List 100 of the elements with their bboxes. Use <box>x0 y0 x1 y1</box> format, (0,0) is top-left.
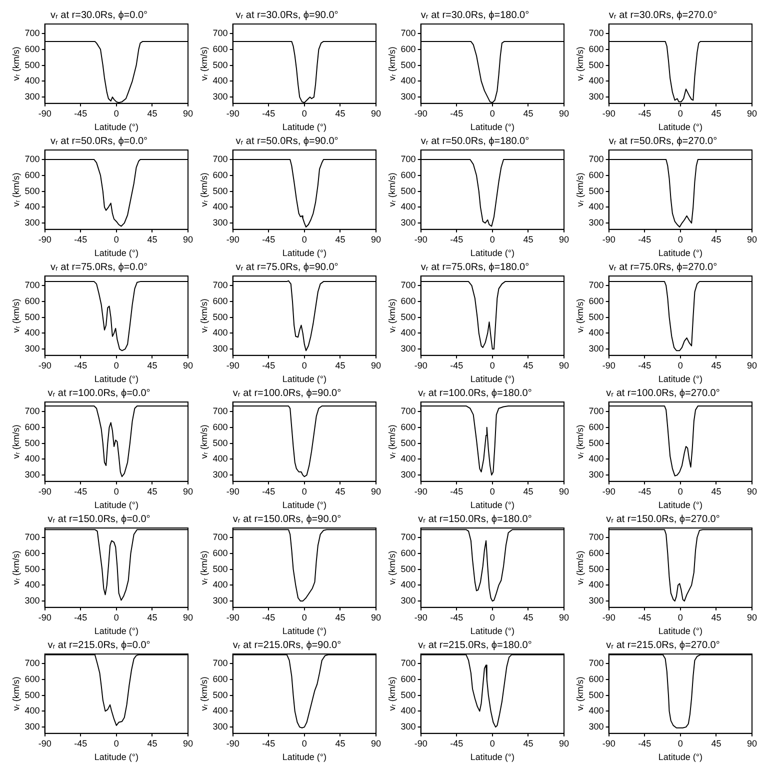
x-tick-label: -45 <box>262 486 276 496</box>
x-tick-label: -45 <box>74 486 88 496</box>
x-tick-label: 90 <box>182 360 194 370</box>
x-tick-label: 45 <box>523 234 534 244</box>
y-tick-label: 400 <box>212 202 228 212</box>
y-tick-label: 600 <box>212 422 228 432</box>
y-tick-label: 600 <box>588 422 604 432</box>
x-tick-label: 0 <box>490 234 495 244</box>
x-tick-label: 45 <box>523 612 534 622</box>
y-tick-label: 300 <box>24 92 40 102</box>
x-tick-label: 0 <box>490 738 495 748</box>
x-tick-label: 90 <box>182 108 194 118</box>
y-axis-title: vᵣ (km/s) <box>198 172 209 207</box>
y-tick-label: 700 <box>24 280 40 290</box>
x-tick-label: -90 <box>602 738 616 748</box>
x-tick-label: -90 <box>38 108 52 118</box>
x-tick-label: 0 <box>302 612 307 622</box>
y-tick-label: 300 <box>212 218 228 228</box>
y-axis-title: vᵣ (km/s) <box>574 550 585 585</box>
y-tick-label: 600 <box>588 674 604 684</box>
x-tick-label: 0 <box>678 738 683 748</box>
x-tick-label: 90 <box>558 360 570 370</box>
y-tick-label: 400 <box>212 454 228 464</box>
x-tick-label: -45 <box>450 108 464 118</box>
y-tick-label: 400 <box>400 706 416 716</box>
x-axis-title: Latitude (°) <box>282 248 326 258</box>
x-tick-label: -90 <box>38 612 52 622</box>
x-tick-label: -45 <box>262 612 276 622</box>
chart-title: vᵣ at r=150.0Rs, ϕ=90.0° <box>232 514 342 525</box>
y-tick-label: 700 <box>212 406 228 416</box>
y-tick-label: 600 <box>24 296 40 306</box>
y-tick-label: 500 <box>588 312 604 322</box>
y-tick-label: 300 <box>212 92 228 102</box>
x-tick-label: 0 <box>678 486 683 496</box>
y-tick-label: 600 <box>400 296 416 306</box>
y-tick-label: 500 <box>588 60 604 70</box>
y-tick-label: 400 <box>24 76 40 86</box>
y-axis-title: vᵣ (km/s) <box>198 298 209 333</box>
chart-title: vᵣ at r=75.0Rs, ϕ=0.0° <box>50 262 148 273</box>
x-tick-label: 90 <box>746 486 758 496</box>
x-tick-label: -45 <box>262 234 276 244</box>
chart-title: vᵣ at r=50.0Rs, ϕ=180.0° <box>420 136 530 147</box>
x-tick-label: -90 <box>226 738 240 748</box>
chart-title: vᵣ at r=100.0Rs, ϕ=180.0° <box>418 388 532 399</box>
y-tick-label: 700 <box>400 406 416 416</box>
y-tick-label: 600 <box>24 674 40 684</box>
y-tick-label: 500 <box>24 438 40 448</box>
x-tick-label: 0 <box>302 738 307 748</box>
y-tick-label: 500 <box>24 186 40 196</box>
x-tick-label: -45 <box>638 486 652 496</box>
x-axis-title: Latitude (°) <box>94 500 138 510</box>
y-tick-label: 500 <box>212 60 228 70</box>
y-tick-label: 300 <box>24 596 40 606</box>
y-tick-label: 600 <box>400 548 416 558</box>
y-tick-label: 500 <box>24 312 40 322</box>
y-tick-label: 400 <box>588 454 604 464</box>
y-tick-label: 500 <box>400 186 416 196</box>
x-tick-label: 45 <box>711 108 722 118</box>
x-tick-label: -45 <box>262 738 276 748</box>
x-tick-label: -45 <box>638 108 652 118</box>
y-tick-label: 700 <box>24 658 40 668</box>
x-axis-title: Latitude (°) <box>282 626 326 636</box>
x-tick-label: 0 <box>490 612 495 622</box>
chart-title: vᵣ at r=30.0Rs, ϕ=180.0° <box>420 10 530 21</box>
y-tick-label: 300 <box>588 92 604 102</box>
chart-title: vᵣ at r=30.0Rs, ϕ=0.0° <box>50 10 148 21</box>
y-tick-label: 600 <box>24 422 40 432</box>
y-tick-label: 600 <box>24 548 40 558</box>
y-tick-label: 500 <box>400 438 416 448</box>
x-tick-label: 45 <box>335 486 346 496</box>
y-axis-title: vᵣ (km/s) <box>10 550 21 585</box>
x-tick-label: 45 <box>335 108 346 118</box>
x-tick-label: 90 <box>370 360 382 370</box>
x-tick-label: -90 <box>38 360 52 370</box>
x-axis-title: Latitude (°) <box>94 122 138 132</box>
y-tick-label: 300 <box>400 344 416 354</box>
x-tick-label: 45 <box>335 360 346 370</box>
chart-title: vᵣ at r=215.0Rs, ϕ=90.0° <box>232 640 342 651</box>
chart-title: vᵣ at r=50.0Rs, ϕ=0.0° <box>50 136 148 147</box>
y-tick-label: 500 <box>212 312 228 322</box>
x-axis-title: Latitude (°) <box>94 626 138 636</box>
y-tick-label: 500 <box>212 186 228 196</box>
x-tick-label: -90 <box>414 360 428 370</box>
y-tick-label: 500 <box>400 312 416 322</box>
y-tick-label: 300 <box>24 722 40 732</box>
x-tick-label: -45 <box>450 234 464 244</box>
x-tick-label: 0 <box>302 360 307 370</box>
x-tick-label: -90 <box>226 360 240 370</box>
x-tick-label: 90 <box>182 234 194 244</box>
x-tick-label: 45 <box>147 486 158 496</box>
x-tick-label: 45 <box>711 738 722 748</box>
y-tick-label: 500 <box>588 564 604 574</box>
x-axis-title: Latitude (°) <box>658 374 702 384</box>
y-tick-label: 700 <box>212 532 228 542</box>
y-tick-label: 300 <box>400 92 416 102</box>
x-tick-label: 45 <box>711 486 722 496</box>
y-tick-label: 300 <box>400 470 416 480</box>
x-axis-title: Latitude (°) <box>658 248 702 258</box>
y-tick-label: 400 <box>212 580 228 590</box>
x-axis-title: Latitude (°) <box>282 752 326 762</box>
